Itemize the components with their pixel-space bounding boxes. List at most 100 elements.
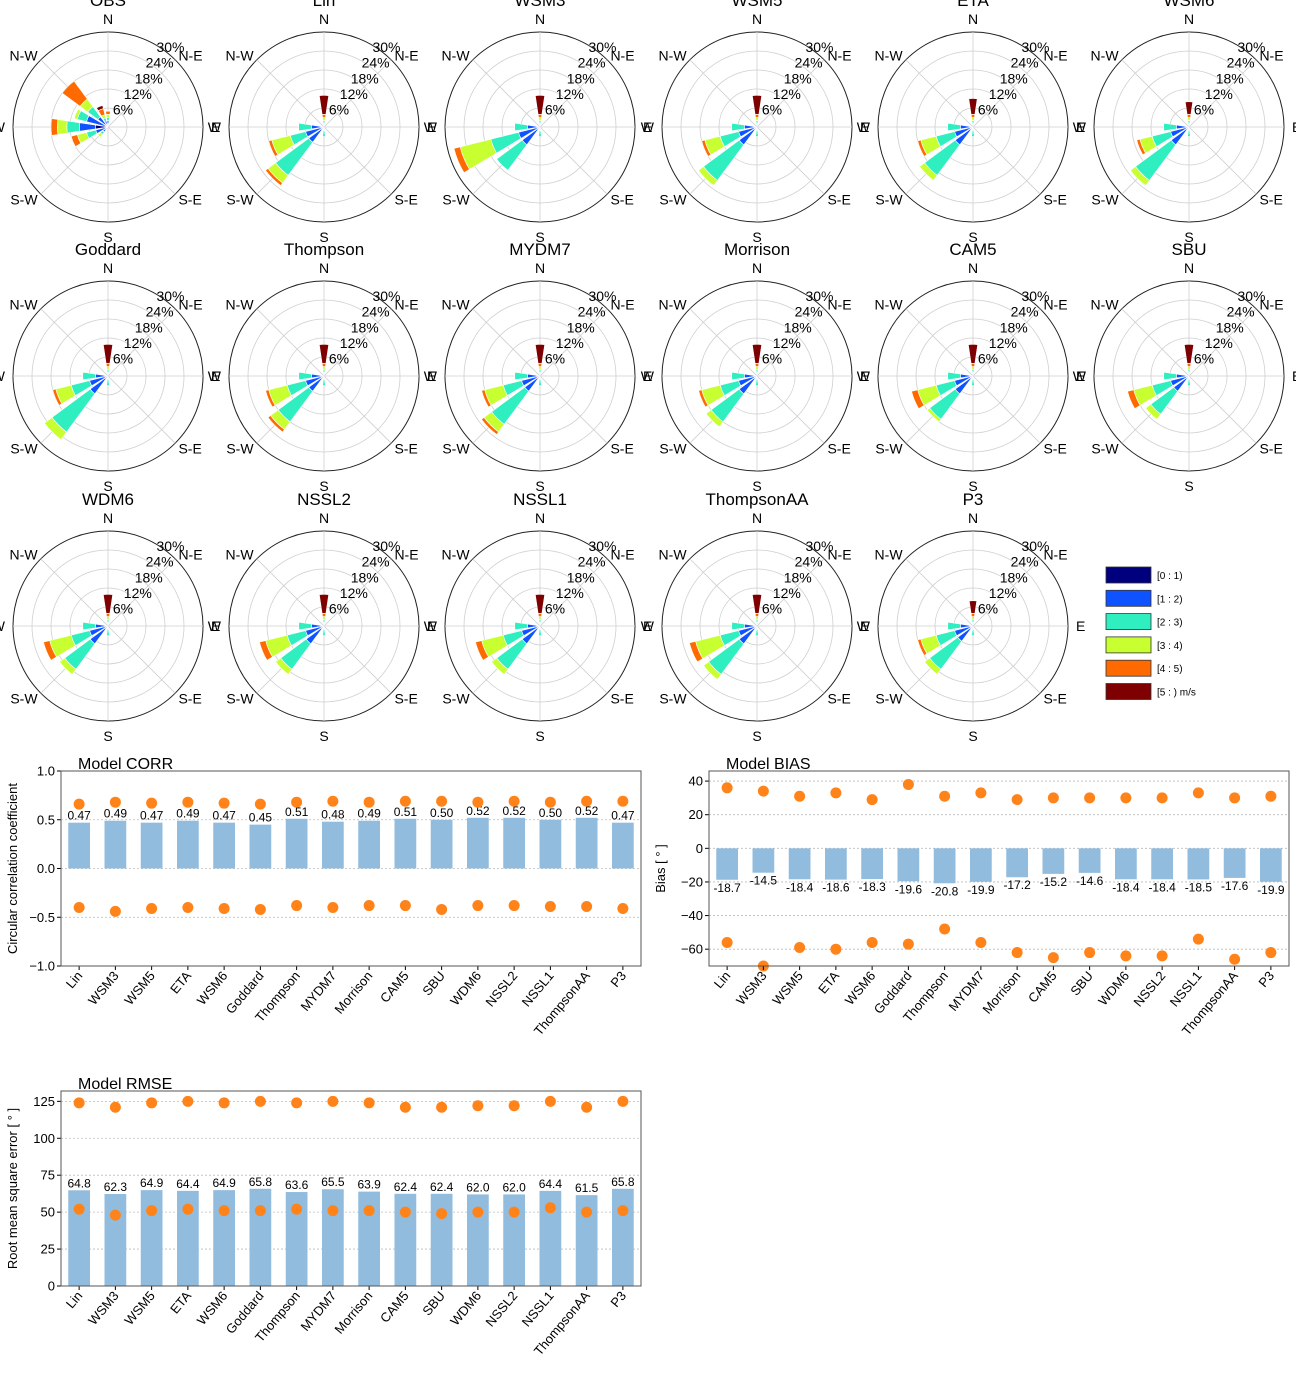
rose-direction-e: E [211, 618, 220, 634]
confidence-dot [1192, 787, 1204, 799]
rose-petal [102, 594, 114, 614]
bar [933, 848, 956, 884]
rose-direction-n-w: N-W [442, 48, 471, 64]
rose-ring-label: 24% [362, 55, 390, 71]
rose-ring-label: 12% [989, 86, 1017, 102]
rose-petal [1183, 344, 1195, 364]
rose-direction-w: W [1073, 119, 1087, 135]
bar-value-label: -15.2 [1040, 875, 1068, 889]
rose-petal [755, 129, 759, 137]
rose-petal [57, 119, 68, 135]
rose-petal [1188, 375, 1190, 380]
confidence-dot [1265, 947, 1277, 959]
rose-petal [514, 621, 528, 631]
rose-title: Lin [313, 0, 336, 10]
bar-value-label: 61.5 [575, 1181, 599, 1195]
bar [394, 1193, 417, 1286]
rose-petal [755, 619, 759, 624]
confidence-dot [544, 796, 556, 808]
rose-direction-n-e: N-E [610, 297, 634, 313]
y-tick-label: 20 [689, 807, 703, 822]
rose-direction-s-e: S-E [610, 440, 633, 456]
rose-petal [318, 344, 330, 364]
rose-ring-label: 18% [351, 569, 379, 585]
rose-petal [754, 613, 760, 617]
rose-direction-s-w: S-W [875, 440, 903, 456]
rose-direction-e: E [860, 119, 869, 135]
rose-title: Morrison [724, 240, 790, 259]
y-tick-label: 0 [48, 1279, 55, 1294]
rose-petal [106, 378, 110, 386]
x-tick-label: SBU [1067, 968, 1096, 998]
rose-title: ThompsonAA [706, 490, 810, 509]
y-tick-label: 0 [696, 841, 703, 856]
confidence-dot [1011, 794, 1023, 806]
rose-title: P3 [963, 490, 984, 509]
rose-petal [1130, 166, 1150, 186]
x-tick-label: Lin [711, 968, 734, 991]
bar [825, 848, 847, 880]
rose-ring-label: 6% [329, 350, 349, 366]
rose-petal [1188, 372, 1190, 377]
bar-value-label: -17.6 [1221, 879, 1249, 893]
rose-petal [703, 661, 722, 680]
rose-ring-label: 12% [1205, 86, 1233, 102]
confidence-dot [1156, 792, 1168, 804]
rose-direction-s-e: S-E [178, 440, 201, 456]
rose-ring-label: 18% [135, 569, 163, 585]
rose-direction-s: S [103, 229, 112, 245]
rose-petal [755, 369, 759, 374]
rose-direction-n: N [319, 510, 329, 526]
bar-value-label: 0.49 [357, 807, 381, 821]
rose-title: WSM6 [1164, 0, 1215, 10]
bar [861, 848, 883, 880]
x-tick-label: CAM5 [377, 1288, 412, 1325]
confidence-dot [291, 900, 303, 912]
rose-petal [453, 146, 470, 174]
rose-direction-n-e: N-E [1043, 48, 1067, 64]
rose-petal [539, 622, 541, 627]
rose-direction-n-w: N-W [875, 297, 904, 313]
y-tick-label: 1.0 [37, 764, 55, 779]
bar-value-label: 0.50 [539, 806, 563, 820]
bar-value-label: 64.8 [67, 1176, 91, 1190]
rose-petal [538, 616, 542, 621]
rose-ring-label: 12% [124, 335, 152, 351]
rose-direction-n-w: N-W [226, 297, 255, 313]
rose-petal [534, 344, 546, 364]
x-tick-label: Morrison [331, 1288, 375, 1336]
rose-direction-s-w: S-W [1091, 191, 1119, 207]
rose-direction-n-e: N-E [1043, 547, 1067, 563]
rose-title: SBU [1172, 240, 1207, 259]
rose-petal [970, 363, 976, 367]
rose-direction-w: W [424, 368, 438, 384]
confidence-dot [327, 1095, 339, 1107]
rose-petal [73, 108, 82, 120]
rose-direction-n-e: N-E [610, 547, 634, 563]
legend-label: [1 : 2) [1157, 594, 1183, 605]
rose-petal [514, 122, 528, 132]
bar [612, 1188, 634, 1286]
rose-direction-s: S [103, 478, 112, 494]
rose-petal [972, 622, 974, 627]
rose-ring-label: 24% [1011, 304, 1039, 320]
confidence-dot [975, 787, 987, 799]
bar-value-label: 64.9 [140, 1176, 164, 1190]
rose-petal [971, 616, 975, 621]
confidence-dot [399, 1101, 411, 1113]
rose-ring-label: 18% [567, 70, 595, 86]
rose-petal [323, 123, 325, 128]
wind-rose-grid: 6%12%18%24%30%NN-EES-ESS-WWN-WOBS6%12%18… [0, 0, 1296, 744]
rose-petal [971, 366, 975, 371]
confidence-dot [363, 900, 375, 912]
confidence-dot [109, 796, 121, 808]
bar-value-label: 0.47 [611, 809, 635, 823]
rose-direction-s-w: S-W [226, 690, 254, 706]
bar [575, 1195, 598, 1286]
rose-direction-s-e: S-E [1043, 440, 1066, 456]
rose-direction-e: E [1076, 119, 1085, 135]
rose-petal [106, 366, 110, 371]
rose-ring-label: 30% [805, 288, 833, 304]
bar [503, 1194, 525, 1286]
wind-rose-wsm5: 6%12%18%24%30% N N-E E S-E S S-W W N-W WSM5 [641, 0, 870, 245]
